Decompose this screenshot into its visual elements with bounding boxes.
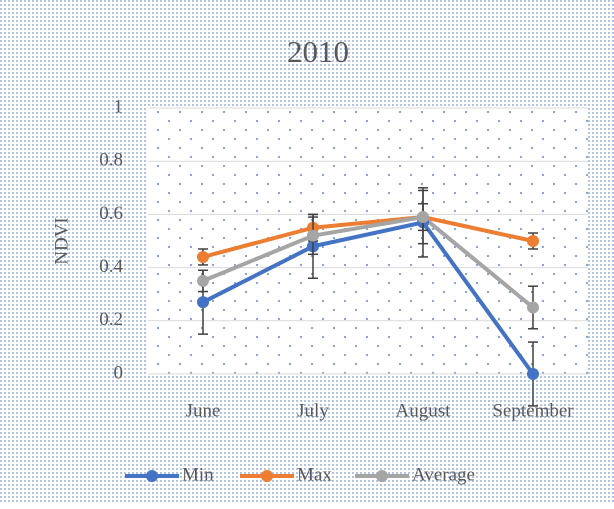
y-tick-label: 1 <box>114 96 124 117</box>
point <box>527 368 539 380</box>
point <box>197 250 209 263</box>
point <box>197 274 209 287</box>
y-tick-label: 0.6 <box>99 203 123 224</box>
plot-area <box>148 108 588 374</box>
series-line <box>202 220 535 376</box>
x-tick-label: August <box>396 400 452 421</box>
x-tick-label: July <box>297 400 329 421</box>
point <box>527 301 539 314</box>
legend-marker <box>376 470 388 482</box>
x-tick-label: September <box>492 400 574 421</box>
y-tick-label: 0.4 <box>99 256 123 277</box>
x-tick-label: June <box>186 400 221 421</box>
legend-marker <box>261 470 273 482</box>
y-axis-label: NDVI <box>51 217 72 265</box>
chart-title: 2010 <box>287 34 349 69</box>
series-line <box>202 215 534 259</box>
legend-marker <box>146 470 158 482</box>
point <box>417 211 429 224</box>
y-tick-label: 0.2 <box>99 309 123 330</box>
point <box>197 296 209 309</box>
legend-label: Average <box>412 464 475 485</box>
point <box>527 235 539 247</box>
y-tick-label: 0 <box>114 362 124 383</box>
legend-label: Min <box>182 464 214 485</box>
point <box>307 229 319 242</box>
y-tick-label: 0.8 <box>99 150 123 171</box>
legend-label: Max <box>297 464 332 485</box>
series-line <box>202 214 535 310</box>
